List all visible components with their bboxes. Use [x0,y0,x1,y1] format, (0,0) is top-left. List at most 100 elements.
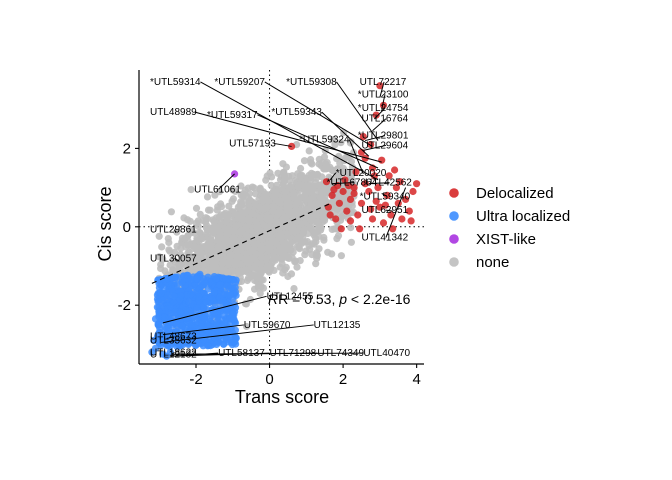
data-point [190,337,198,345]
data-point [357,199,366,207]
data-point [285,211,293,219]
data-point [297,172,305,180]
data-point [347,224,355,232]
data-point [150,336,158,345]
data-point [257,276,266,284]
data-point [290,194,298,202]
data-point [214,236,222,244]
data-point [198,323,206,331]
gene-label: UTL12455 [267,291,314,302]
label-leader [162,324,244,336]
gene-label: UTL48673 [150,332,197,343]
gene-label: UTL18622 [150,347,197,358]
data-point [218,327,226,335]
data-point [322,178,331,186]
data-point [329,136,337,144]
data-point [337,252,345,260]
gene-label: *UTL59324 [299,135,350,146]
data-point [268,253,276,261]
data-point [212,275,220,283]
data-point [297,164,305,173]
data-point [339,187,347,196]
legend-label: Delocalized [476,185,554,202]
data-point [237,182,245,190]
data-point [182,256,191,264]
annotation-p-symbol: p [338,291,347,307]
data-point [161,313,169,321]
data-point [334,165,342,173]
data-point [245,217,253,225]
gene-label: *UTL59340 [360,191,411,202]
data-point [201,314,209,322]
data-point [396,178,404,186]
data-point [326,211,334,219]
gene-label: UTL42562 [365,178,412,189]
gene-label: *UTL59317 [207,110,258,121]
label-leader [373,107,386,120]
gene-label: UTL59670 [244,320,291,331]
label-leader [200,81,379,181]
data-point [346,195,355,203]
data-point [391,166,399,174]
gene-label: UTL16764 [361,114,408,125]
data-point [234,267,242,275]
data-point [341,202,350,210]
data-point [215,229,224,237]
data-point [249,238,257,246]
data-point [313,227,321,236]
data-point [206,206,214,214]
legend-key [449,257,459,267]
label-leader [381,94,386,110]
data-point [257,260,265,268]
label-leader [173,229,177,233]
label-leader [194,111,382,163]
data-point [288,227,296,235]
data-point [311,200,319,208]
label-leader [161,324,314,343]
data-point [333,235,341,243]
annotation-prefix: R = 0.53, [278,291,339,307]
gene-label: UTL48989 [150,107,197,118]
label-leader [162,295,267,324]
data-point [383,191,391,199]
data-point [336,159,344,167]
data-point [276,208,284,216]
data-point [276,245,284,253]
data-point [202,298,210,306]
correlation-annotation: RR = 0.53, p < 2.2e-16 [268,291,411,307]
gene-label: UTL29604 [361,140,408,151]
data-point [225,237,233,245]
data-point [216,281,224,289]
label-leader [363,144,386,151]
data-point [167,208,175,216]
y-tick-label: -2 [118,297,131,314]
y-tick-label: 0 [123,219,131,236]
data-point [242,266,250,274]
data-point [314,218,322,227]
data-point [407,217,415,225]
data-point [270,188,279,196]
data-point [294,234,302,242]
y-tick-label: 2 [123,140,131,157]
data-point [350,184,358,192]
fit-line [151,202,333,284]
label-leader [329,172,337,181]
label-leader [372,118,387,132]
label-leader [218,173,235,190]
label-leader [257,114,379,169]
data-point [287,270,296,278]
data-point [213,340,221,348]
data-point [171,248,179,256]
data-point [157,289,165,297]
data-point [345,182,353,190]
gene-label: *UTL20020 [336,168,387,179]
data-point [196,228,204,237]
data-point [346,217,355,225]
data-point [192,204,201,212]
data-point [188,258,196,266]
data-point [236,202,244,210]
data-point [311,171,319,179]
data-point [236,229,245,237]
data-point [300,157,309,165]
data-point [376,203,384,211]
